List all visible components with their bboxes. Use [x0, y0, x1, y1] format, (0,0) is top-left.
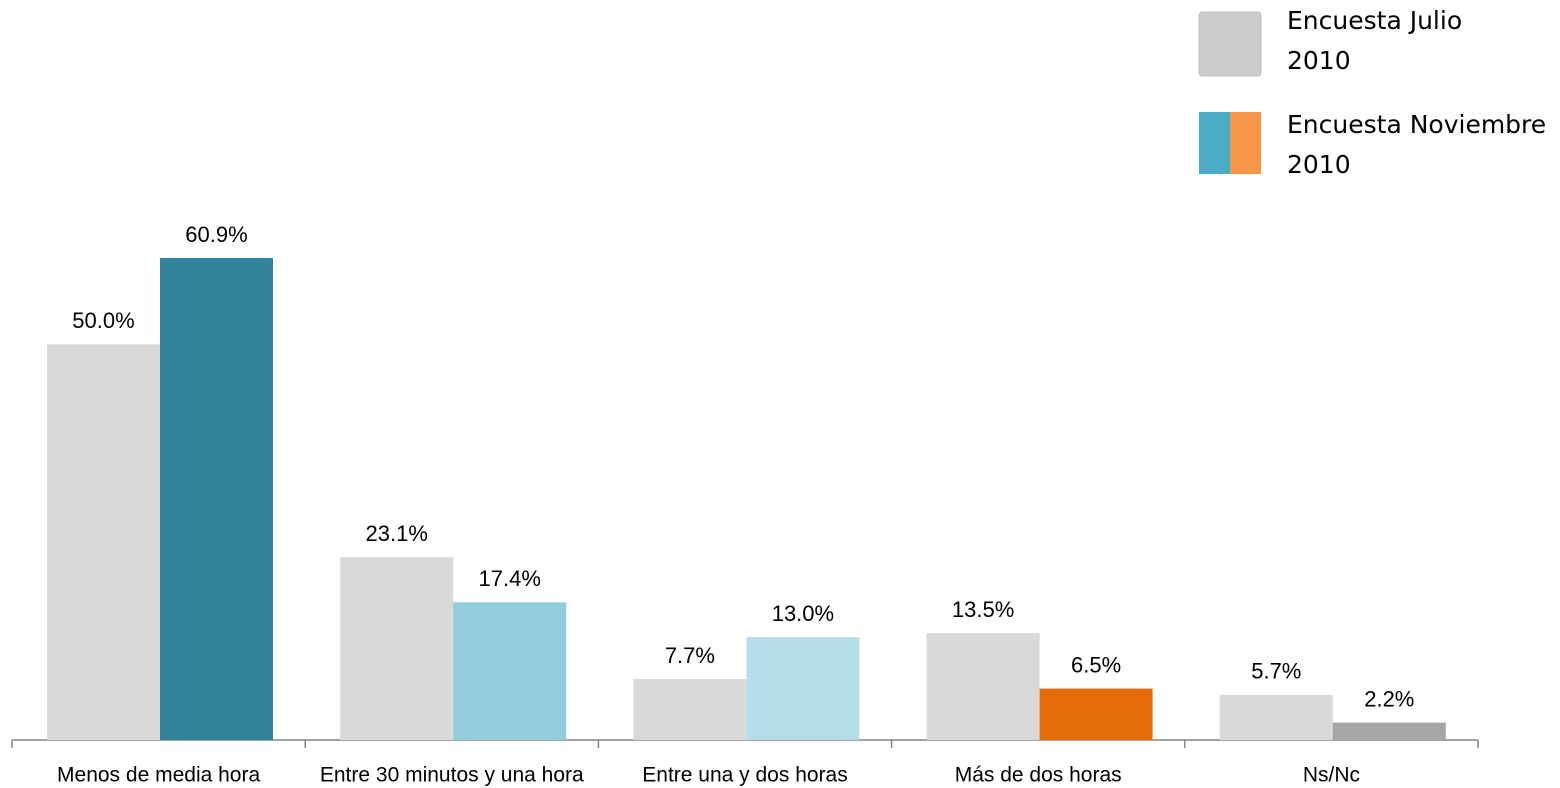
x-tick-label: Entre 30 minutos y una hora [320, 764, 584, 787]
bar [453, 602, 567, 740]
bar [1332, 722, 1446, 740]
bar [160, 258, 273, 740]
value-label: 13.5% [952, 597, 1014, 622]
value-label: 13.0% [772, 601, 834, 626]
value-label: 7.7% [665, 643, 715, 668]
bar [340, 557, 454, 740]
value-label: 2.2% [1364, 686, 1414, 711]
bar [746, 637, 860, 740]
legend-line: 2010 [1287, 46, 1351, 75]
x-tick-label: Menos de media hora [57, 764, 260, 787]
legend-swatch [1198, 11, 1262, 77]
bar [1039, 688, 1153, 740]
value-label: 6.5% [1071, 652, 1121, 677]
value-label: 17.4% [479, 566, 541, 591]
value-label: 60.9% [185, 222, 247, 247]
value-label: 5.7% [1251, 659, 1301, 684]
legend-line: 2010 [1287, 150, 1351, 179]
value-label: 23.1% [366, 521, 428, 546]
bar [926, 633, 1040, 740]
legend-label: Encuesta Julio 2010 [1287, 6, 1470, 75]
x-tick-label: Entre una y dos horas [642, 764, 847, 787]
bar [633, 679, 747, 740]
bar [47, 344, 160, 740]
value-label: 50.0% [72, 308, 134, 333]
legend-line: Encuesta Julio [1287, 6, 1470, 35]
legend-label: Encuesta Noviembre 2010 [1287, 110, 1554, 179]
legend-swatch [1230, 112, 1261, 174]
bar [1219, 694, 1333, 740]
legend-line: Encuesta Noviembre [1287, 110, 1554, 139]
x-tick-label: Ns/Nc [1303, 764, 1360, 787]
legend-swatch [1199, 112, 1230, 174]
x-tick-label: Más de dos horas [955, 764, 1122, 787]
